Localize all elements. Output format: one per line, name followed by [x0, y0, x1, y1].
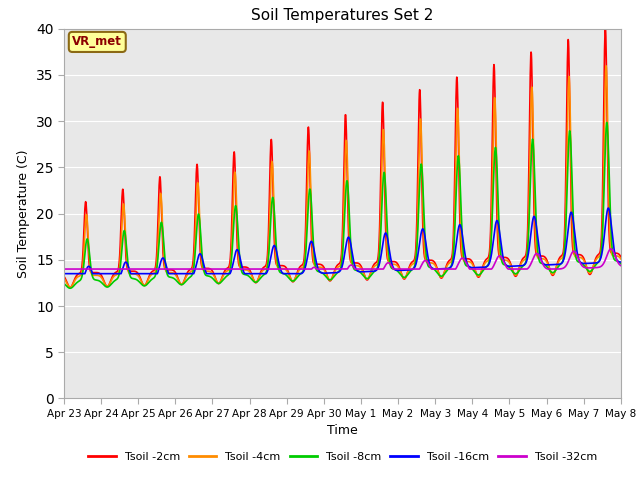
Tsoil -8cm: [67, 286, 74, 291]
Tsoil -8cm: [617, 261, 625, 266]
Tsoil -8cm: [568, 169, 575, 175]
Tsoil -16cm: [216, 271, 223, 276]
Tsoil -32cm: [371, 266, 378, 272]
Line: Tsoil -16cm: Tsoil -16cm: [64, 208, 621, 274]
Tsoil -32cm: [504, 266, 512, 272]
Tsoil -32cm: [60, 266, 68, 272]
Tsoil -32cm: [617, 263, 625, 268]
Tsoil -16cm: [358, 269, 366, 275]
Tsoil -32cm: [583, 265, 591, 271]
Tsoil -16cm: [617, 259, 625, 265]
Tsoil -8cm: [216, 280, 223, 286]
Tsoil -2cm: [504, 256, 512, 262]
X-axis label: Time: Time: [327, 424, 358, 437]
Tsoil -4cm: [584, 266, 591, 272]
Tsoil -8cm: [359, 272, 367, 278]
Tsoil -32cm: [607, 246, 615, 252]
Tsoil -32cm: [568, 251, 575, 256]
Tsoil -4cm: [67, 285, 74, 290]
Tsoil -8cm: [504, 264, 512, 269]
Tsoil -8cm: [584, 267, 591, 273]
Line: Tsoil -2cm: Tsoil -2cm: [64, 29, 621, 288]
Tsoil -2cm: [67, 285, 74, 290]
Line: Tsoil -4cm: Tsoil -4cm: [64, 66, 621, 288]
Tsoil -16cm: [568, 210, 575, 216]
Legend: Tsoil -2cm, Tsoil -4cm, Tsoil -8cm, Tsoil -16cm, Tsoil -32cm: Tsoil -2cm, Tsoil -4cm, Tsoil -8cm, Tsoi…: [83, 448, 602, 467]
Tsoil -2cm: [602, 26, 609, 32]
Tsoil -2cm: [584, 266, 591, 272]
Tsoil -32cm: [358, 266, 366, 272]
Tsoil -32cm: [216, 266, 223, 272]
Tsoil -4cm: [617, 256, 625, 262]
Tsoil -16cm: [371, 268, 378, 274]
Tsoil -4cm: [602, 63, 610, 69]
Tsoil -2cm: [216, 280, 223, 286]
Tsoil -16cm: [60, 271, 68, 276]
Tsoil -8cm: [60, 281, 68, 287]
Tsoil -4cm: [371, 263, 379, 269]
Tsoil -4cm: [359, 268, 367, 274]
Tsoil -4cm: [216, 280, 223, 286]
Tsoil -2cm: [371, 261, 379, 266]
Tsoil -2cm: [60, 274, 68, 279]
Tsoil -2cm: [568, 228, 575, 234]
Title: Soil Temperatures Set 2: Soil Temperatures Set 2: [252, 9, 433, 24]
Tsoil -4cm: [568, 197, 575, 203]
Tsoil -4cm: [60, 276, 68, 281]
Text: VR_met: VR_met: [72, 36, 122, 48]
Line: Tsoil -8cm: Tsoil -8cm: [64, 122, 621, 288]
Tsoil -8cm: [603, 120, 611, 125]
Tsoil -16cm: [605, 205, 612, 211]
Tsoil -16cm: [583, 261, 591, 266]
Tsoil -16cm: [504, 263, 512, 269]
Tsoil -2cm: [359, 267, 367, 273]
Tsoil -4cm: [504, 259, 512, 264]
Line: Tsoil -32cm: Tsoil -32cm: [64, 249, 621, 269]
Tsoil -2cm: [617, 254, 625, 260]
Tsoil -8cm: [371, 268, 379, 274]
Y-axis label: Soil Temperature (C): Soil Temperature (C): [17, 149, 31, 278]
